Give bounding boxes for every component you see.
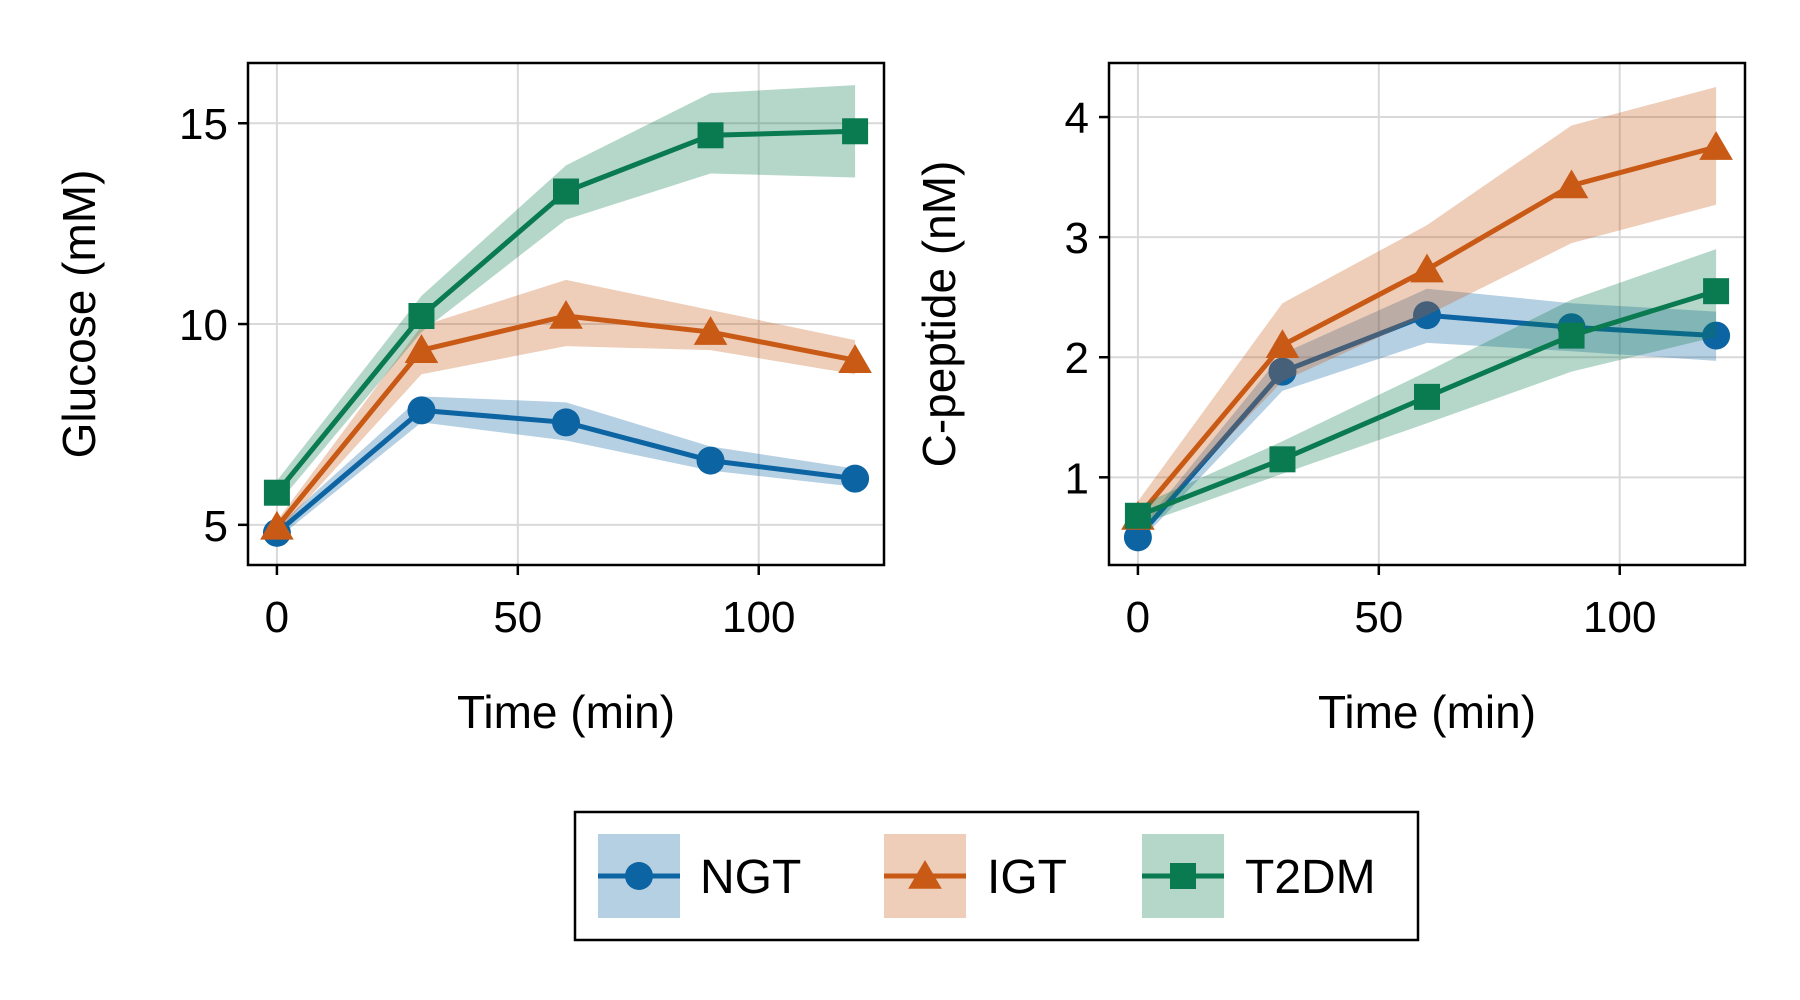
- t2dm-point: [1558, 322, 1585, 349]
- series-t2dm: [1124, 249, 1730, 529]
- x-tick-label: 100: [1583, 593, 1656, 642]
- ngt-point: [1702, 321, 1731, 350]
- legend: NGT IGT T2DM: [573, 810, 1420, 942]
- x-tick-label: 0: [265, 593, 289, 642]
- ngt-point: [1413, 301, 1441, 330]
- x-tick-label: 50: [1354, 593, 1403, 642]
- legend-entry-igt: IGT: [884, 834, 1067, 918]
- x-tick-label: 100: [722, 593, 795, 642]
- y-axis-label: Glucose (mM): [53, 170, 105, 459]
- x-tick-label: 0: [1126, 593, 1150, 642]
- series-ngt: [1123, 288, 1731, 552]
- series-ngt: [262, 396, 870, 547]
- ngt-point: [407, 396, 436, 425]
- chart-1: 0 50 100 5 10 15 Time (min) Glucose (mM): [53, 61, 886, 738]
- t2dm-point: [842, 118, 869, 145]
- t2dm-point: [1124, 502, 1151, 529]
- igt-point: [404, 334, 439, 363]
- ngt-point: [1123, 523, 1152, 552]
- ngt-point: [841, 464, 870, 493]
- legend-ngt-marker: [625, 862, 653, 890]
- igt-point: [260, 510, 294, 540]
- legend-t2dm-marker: [1170, 863, 1196, 889]
- legend-igt-marker: [908, 860, 942, 889]
- igt-point: [838, 344, 872, 373]
- ngt-point: [1268, 357, 1297, 386]
- y-tick-label: 4: [1065, 94, 1089, 143]
- legend-label: T2DM: [1245, 851, 1376, 904]
- y-tick-label: 1: [1065, 454, 1089, 503]
- ngt-point: [696, 446, 725, 475]
- t2dm-point: [1703, 278, 1730, 305]
- t2dm-point: [408, 303, 435, 330]
- ngt-point: [552, 408, 580, 437]
- legend-label: NGT: [700, 851, 801, 904]
- igt-point: [1410, 253, 1444, 283]
- igt-point: [693, 316, 728, 345]
- x-axis-label: Time (min): [457, 686, 675, 738]
- x-axis-label: Time (min): [1318, 686, 1536, 738]
- plot-frame: [246, 61, 886, 567]
- t2dm-point: [553, 178, 579, 205]
- legend-entry-ngt: NGT: [598, 834, 801, 918]
- plot-frame: [1107, 61, 1747, 567]
- y-axis-label: C-peptide (nM): [913, 161, 965, 468]
- t2dm-point: [697, 122, 724, 149]
- t2dm-band: [276, 85, 856, 505]
- igt-point: [1265, 329, 1300, 359]
- legend-label: IGT: [987, 851, 1067, 904]
- y-tick-label: 5: [204, 502, 228, 551]
- ngt-band: [1137, 288, 1717, 544]
- t2dm-point: [1269, 446, 1296, 473]
- y-tick-label: 3: [1065, 214, 1089, 263]
- igt-point: [1554, 169, 1589, 199]
- y-tick-label: 10: [179, 301, 228, 350]
- igt-point: [549, 300, 583, 329]
- t2dm-point: [1414, 383, 1440, 410]
- series-t2dm: [263, 85, 869, 506]
- igt-point: [1699, 131, 1733, 160]
- x-tick-label: 50: [493, 593, 542, 642]
- t2dm-point: [263, 479, 290, 506]
- y-tick-label: 15: [179, 100, 228, 149]
- legend-box: [573, 810, 1420, 942]
- y-tick-label: 2: [1065, 334, 1089, 383]
- series-igt: [260, 279, 872, 540]
- legend-entry-t2dm: T2DM: [1142, 834, 1376, 918]
- chart-2: 0 50 100 1 2 3 4 Time (min) C-peptide (nM): [913, 61, 1747, 738]
